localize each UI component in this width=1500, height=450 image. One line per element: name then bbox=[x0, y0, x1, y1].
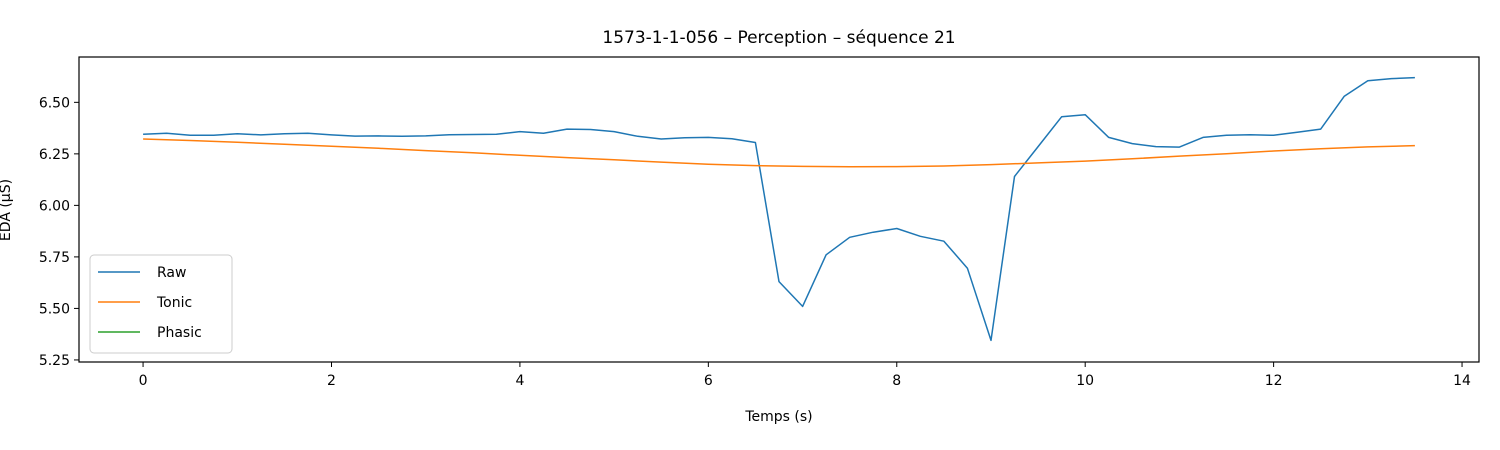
legend-label-tonic: Tonic bbox=[156, 295, 192, 311]
chart-title: 1573-1-1-056 – Perception – séquence 21 bbox=[602, 28, 955, 48]
x-tick-label: 4 bbox=[515, 373, 524, 389]
x-tick-label: 12 bbox=[1265, 373, 1283, 389]
x-axis-ticks: 0 2 4 6 8 10 12 14 bbox=[139, 362, 1471, 389]
y-tick-label: 5.50 bbox=[39, 301, 70, 317]
legend: Raw Tonic Phasic bbox=[89, 254, 233, 354]
y-axis-ticks: 5.25 5.50 5.75 6.00 6.25 6.50 bbox=[39, 95, 79, 369]
y-tick-label: 6.00 bbox=[39, 198, 70, 214]
x-tick-label: 6 bbox=[704, 373, 713, 389]
x-tick-label: 0 bbox=[139, 373, 148, 389]
y-tick-label: 6.25 bbox=[39, 147, 70, 163]
legend-label-phasic: Phasic bbox=[157, 325, 202, 341]
x-tick-label: 8 bbox=[892, 373, 901, 389]
legend-box bbox=[89, 254, 233, 354]
x-tick-label: 14 bbox=[1453, 373, 1471, 389]
y-axis-label: EDA (µS) bbox=[0, 179, 14, 241]
x-tick-label: 2 bbox=[327, 373, 336, 389]
y-tick-label: 5.75 bbox=[39, 250, 70, 266]
legend-label-raw: Raw bbox=[157, 265, 186, 281]
plot-frame bbox=[78, 56, 1480, 363]
y-tick-label: 5.25 bbox=[39, 353, 70, 369]
plot-lines bbox=[143, 76, 1415, 342]
y-tick-label: 6.50 bbox=[39, 95, 70, 111]
series-line-raw bbox=[143, 76, 1415, 342]
x-axis-label: Temps (s) bbox=[744, 409, 812, 425]
x-tick-label: 10 bbox=[1076, 373, 1094, 389]
series-line-tonic bbox=[143, 138, 1415, 168]
